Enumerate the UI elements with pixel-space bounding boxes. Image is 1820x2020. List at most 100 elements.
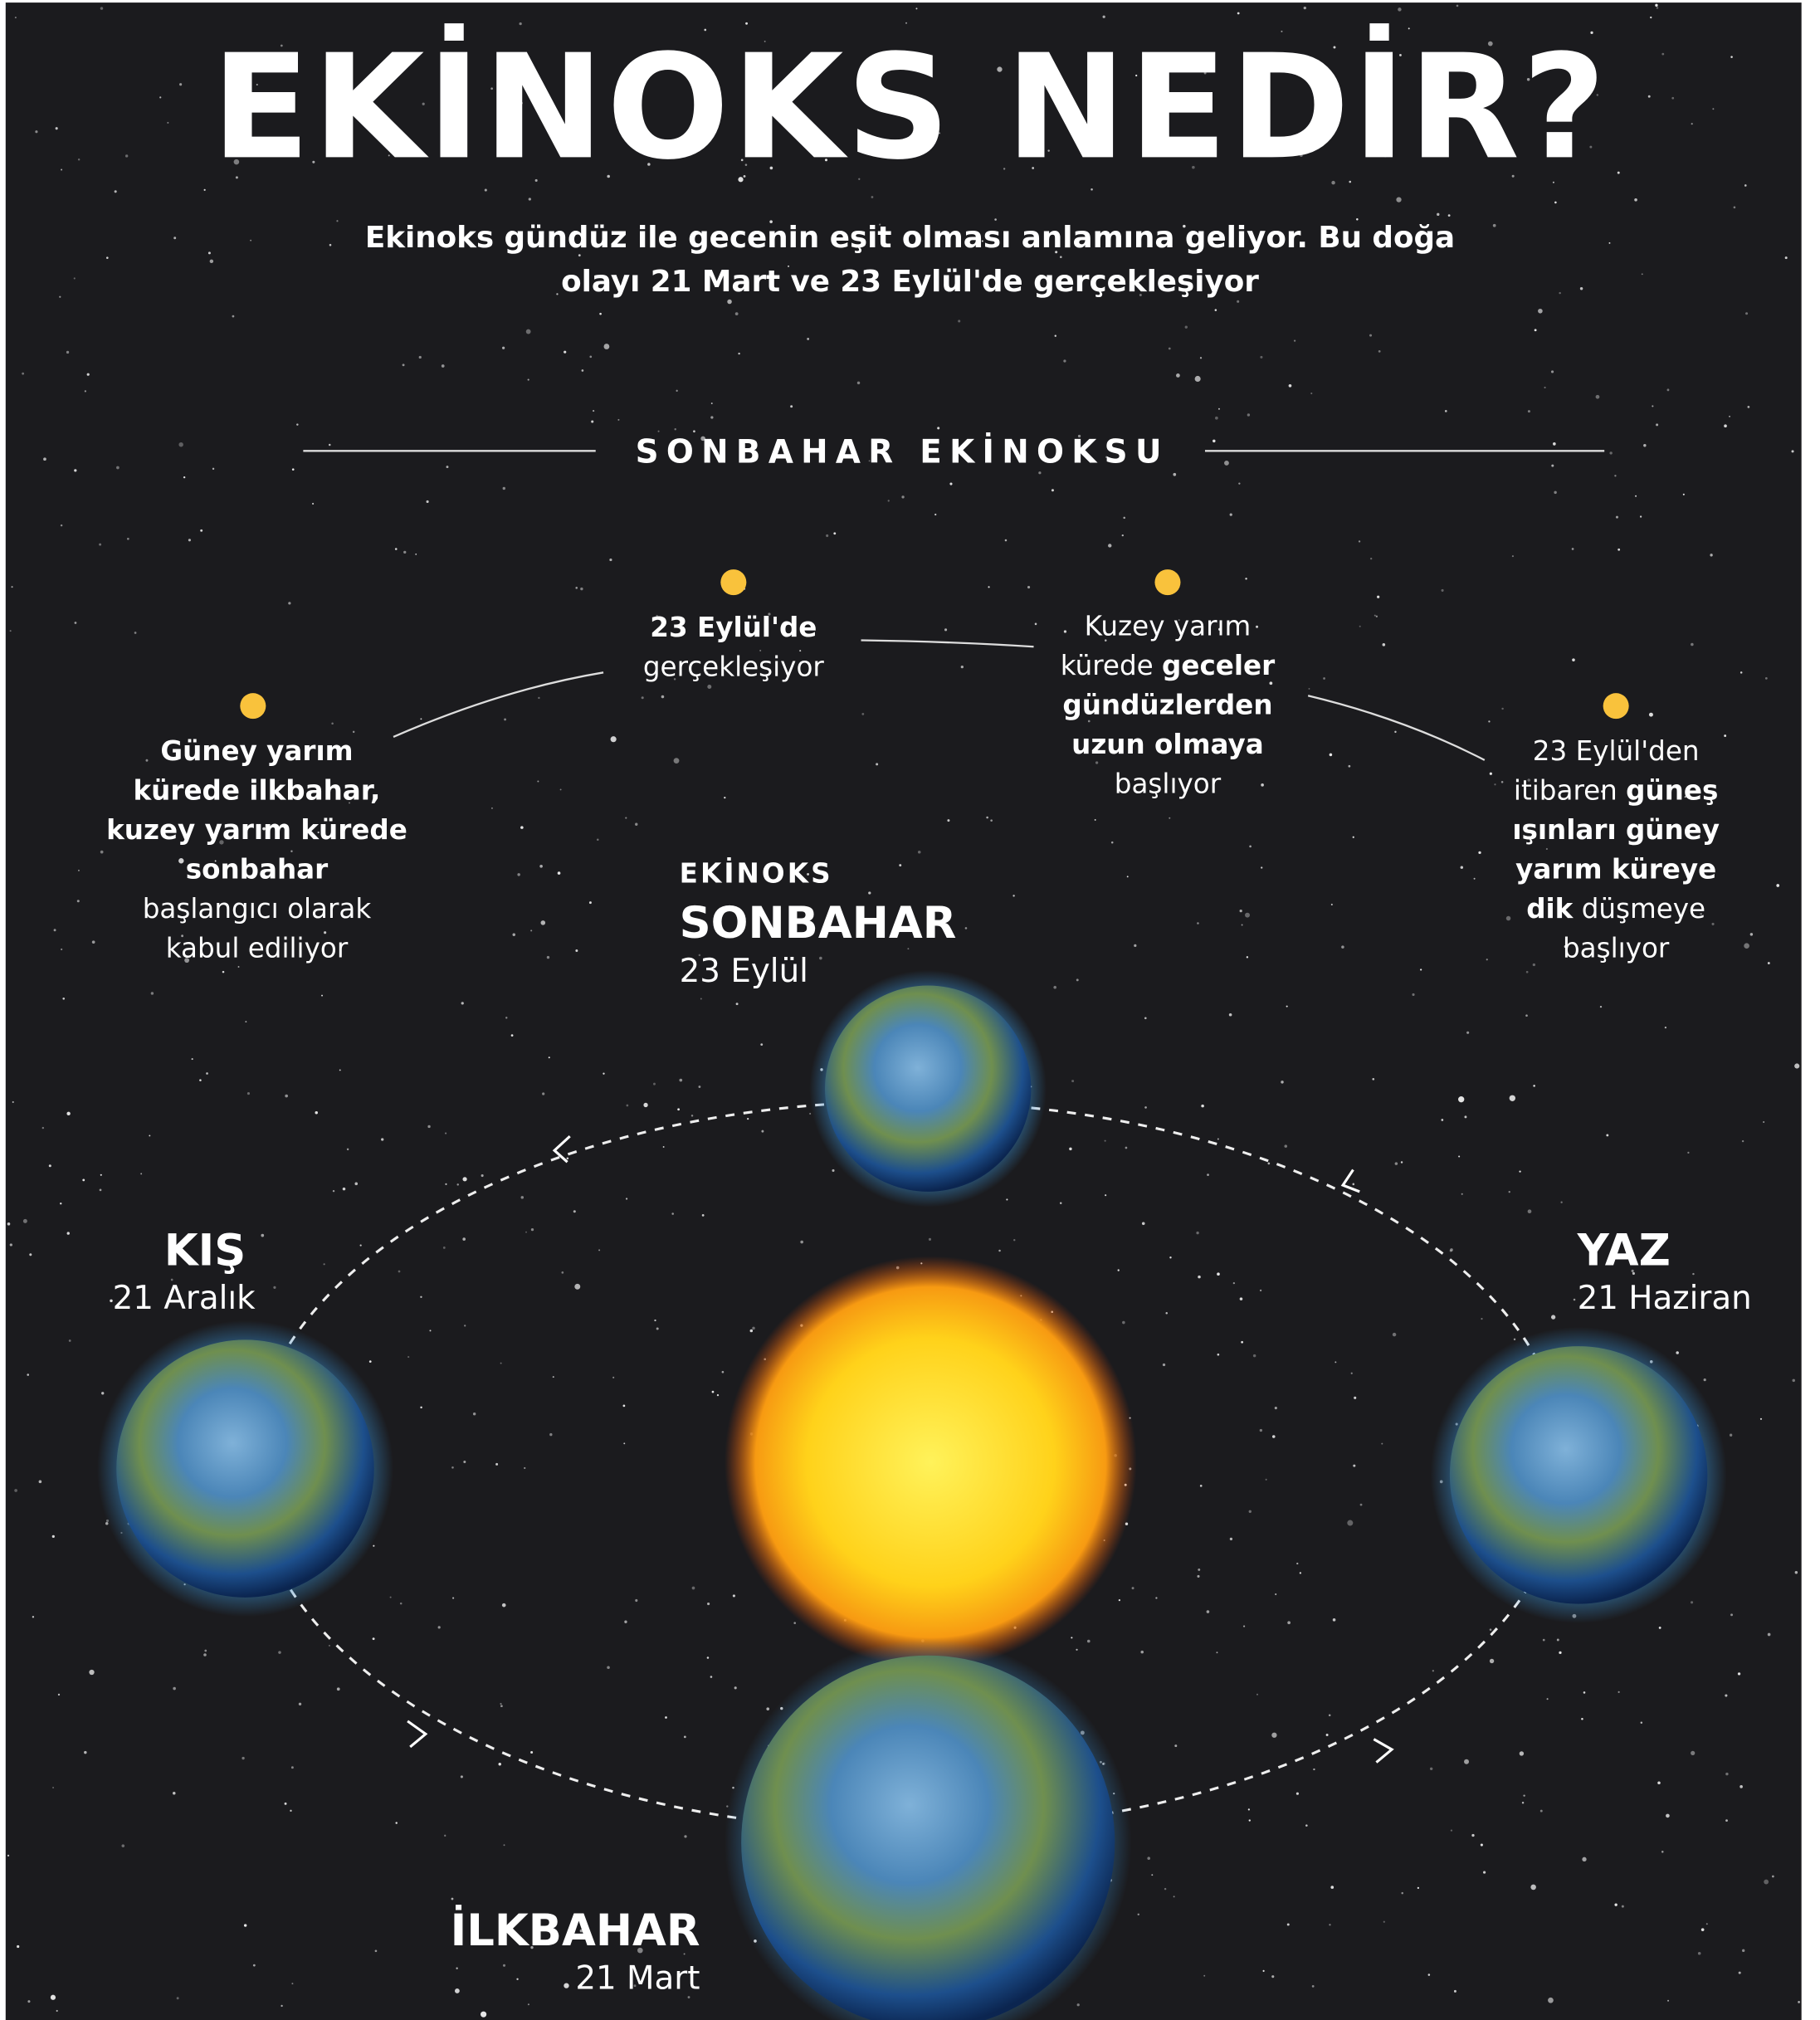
star: [1341, 945, 1344, 949]
star: [66, 1112, 70, 1115]
star: [627, 1105, 629, 1107]
star: [1347, 1520, 1353, 1526]
star: [1692, 1273, 1694, 1275]
star: [1005, 539, 1008, 542]
star: [499, 1763, 501, 1765]
subtitle: olayı 21 Mart ve 23 Eylül'de gerçekleşiy…: [561, 265, 1259, 299]
star: [203, 1653, 207, 1656]
star: [1176, 373, 1180, 378]
star: [1217, 1272, 1220, 1276]
star: [1428, 1974, 1431, 1976]
star: [1200, 1485, 1203, 1487]
star: [1132, 1587, 1134, 1589]
star: [343, 1188, 346, 1191]
star: [1053, 986, 1056, 989]
star: [800, 1241, 803, 1244]
star: [1572, 548, 1574, 550]
star: [85, 390, 86, 392]
star: [62, 998, 65, 1000]
star: [1744, 184, 1747, 187]
star: [1412, 993, 1414, 996]
star: [558, 871, 561, 875]
star: [1140, 1651, 1144, 1654]
star: [541, 920, 546, 925]
star: [934, 514, 936, 515]
star: [442, 364, 445, 368]
star: [1394, 731, 1396, 733]
star: [1304, 7, 1306, 9]
star: [212, 468, 214, 470]
star: [691, 1115, 693, 1116]
star: [1352, 1183, 1354, 1186]
star: [1272, 1435, 1276, 1438]
star: [333, 1190, 334, 1192]
star: [1652, 405, 1653, 407]
star: [819, 957, 822, 960]
star: [1574, 1299, 1576, 1301]
star: [1169, 348, 1171, 350]
star: [66, 351, 69, 354]
spring-name: İLKBAHAR: [451, 1904, 700, 1956]
fact-text: kürede ilkbahar,: [134, 774, 381, 806]
star: [663, 1146, 665, 1148]
star: [290, 850, 292, 851]
fact-text: gündüzlerden: [1062, 689, 1272, 720]
star: [400, 1603, 403, 1605]
star: [75, 622, 77, 624]
star: [876, 763, 878, 765]
star: [106, 256, 109, 259]
star: [1237, 300, 1239, 303]
star: [549, 1433, 552, 1436]
star: [1064, 630, 1066, 632]
star: [261, 1234, 264, 1237]
star: [1263, 1970, 1265, 1972]
star: [625, 817, 627, 818]
star: [1458, 1096, 1464, 1102]
fact-text: 23 Eylül'den: [1533, 735, 1700, 767]
star: [1551, 370, 1554, 373]
star: [635, 1599, 637, 1602]
star: [1730, 1613, 1733, 1616]
star: [1309, 688, 1310, 690]
star: [1275, 1593, 1276, 1595]
star: [1165, 1312, 1168, 1315]
star: [373, 1637, 375, 1640]
star: [1772, 1876, 1774, 1878]
star: [547, 956, 549, 959]
star: [857, 382, 860, 384]
star: [1738, 1672, 1740, 1675]
star: [51, 1995, 56, 2000]
fact-line: kuzey yarım kürede: [106, 814, 407, 846]
star: [901, 495, 904, 498]
star: [1478, 851, 1481, 854]
star: [445, 1133, 446, 1134]
star: [1543, 1639, 1545, 1642]
summer-date: 21 Haziran: [1578, 1280, 1752, 1317]
star: [54, 929, 56, 931]
star: [1071, 1637, 1072, 1638]
star: [684, 1736, 686, 1739]
star: [32, 1616, 34, 1617]
star: [1657, 1782, 1661, 1785]
star: [1310, 393, 1312, 394]
star: [14, 1489, 17, 1492]
star: [1266, 1479, 1267, 1481]
star: [192, 1058, 193, 1060]
star: [1144, 1017, 1147, 1019]
star: [273, 1286, 276, 1289]
star: [1618, 1691, 1620, 1693]
star: [1060, 256, 1062, 258]
star: [635, 823, 637, 826]
star: [1526, 971, 1529, 973]
star: [1398, 7, 1401, 11]
star: [56, 2010, 58, 2012]
star: [438, 1626, 441, 1628]
star: [1464, 1115, 1466, 1118]
star: [1312, 1985, 1315, 1988]
star: [451, 1898, 454, 1900]
star: [692, 1587, 695, 1590]
star: [1711, 923, 1714, 925]
star: [1095, 819, 1096, 821]
star: [1207, 1610, 1210, 1613]
star: [58, 1694, 60, 1696]
